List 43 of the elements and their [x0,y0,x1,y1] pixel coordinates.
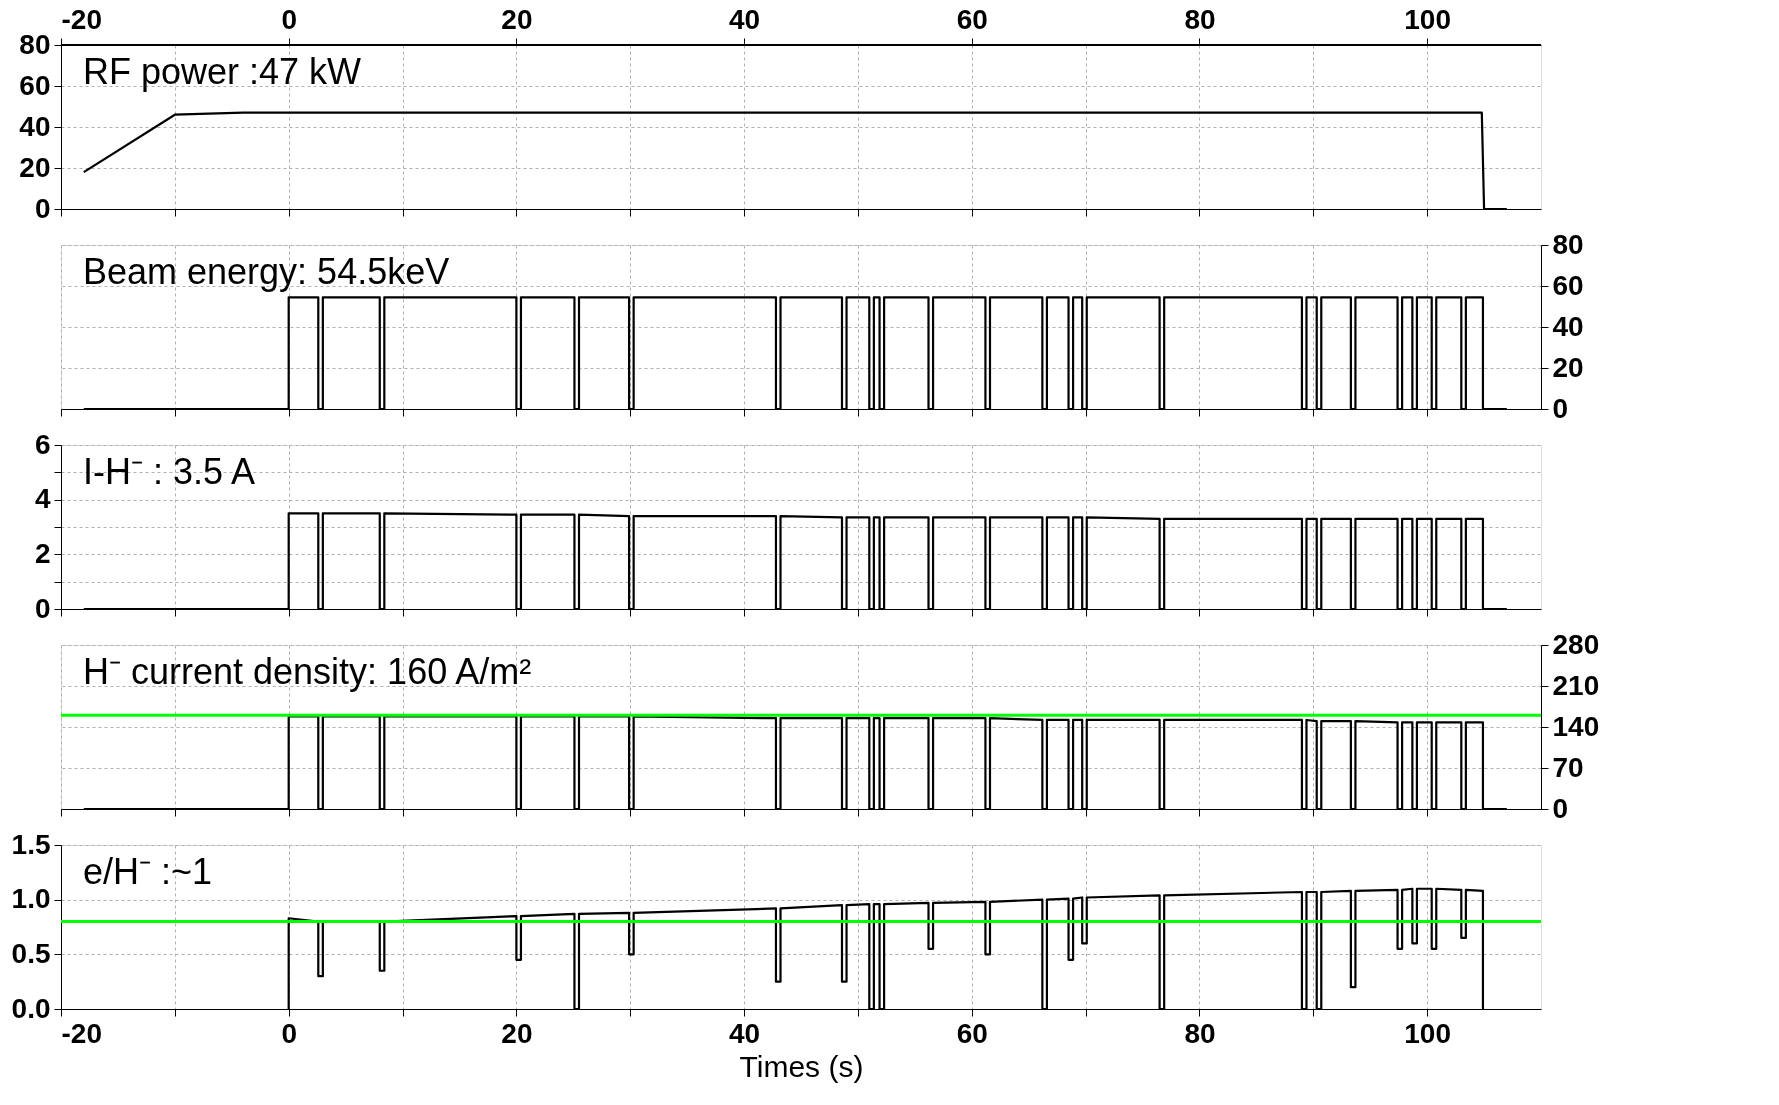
y-tick-label: 1.0 [11,883,51,915]
y-tick-label: 0 [34,192,51,224]
annotation: H⁻ current density: 160 A/m² [83,651,532,692]
x-tick-label: 20 [501,1017,533,1049]
y2-tick-label: 0 [1552,392,1569,424]
annotation: Beam energy: 54.5keV [83,251,450,292]
y2-tick-label: 40 [1552,310,1584,342]
x-tick-label: 60 [956,1017,988,1049]
y-tick-label: 0.5 [11,937,51,969]
y-tick-label: 40 [19,110,51,142]
y-tick-label: 4 [34,483,51,515]
y2-tick-label: 60 [1552,269,1584,301]
x-tick-label: 80 [1184,1017,1216,1049]
x2-tick-label: 40 [729,3,761,35]
y2-tick-label: 70 [1552,751,1584,783]
y2-tick-label: 80 [1552,228,1584,260]
x-tick-label: 100 [1404,1017,1452,1049]
y-tick-label: 1.5 [11,828,51,860]
x-tick-label: -20 [61,1017,102,1049]
y-tick-label: 20 [19,151,51,183]
annotation: I-H⁻ : 3.5 A [83,451,256,492]
x-tick-label: 0 [281,1017,297,1049]
annotation: e/H⁻ :~1 [83,851,213,892]
y-tick-label: 0.0 [11,992,51,1024]
y2-tick-label: 280 [1552,628,1600,660]
x2-tick-label: 0 [281,3,297,35]
y2-tick-label: 210 [1552,669,1600,701]
x2-tick-label: 20 [501,3,533,35]
x2-tick-label: 80 [1184,3,1216,35]
y-tick-label: 60 [19,69,51,101]
y2-tick-label: 140 [1552,710,1600,742]
y-tick-label: 2 [34,537,51,569]
y-tick-label: 80 [19,28,51,60]
x-axis-title: Times (s) [739,1049,864,1083]
y2-tick-label: 20 [1552,351,1584,383]
x2-tick-label: 60 [956,3,988,35]
y-tick-label: 0 [34,592,51,624]
y-tick-label: 6 [34,428,51,460]
x2-tick-label: 100 [1404,3,1452,35]
y2-tick-label: 0 [1552,792,1569,824]
x2-tick-label: -20 [61,3,102,35]
x-tick-label: 40 [729,1017,761,1049]
annotation: RF power :47 kW [83,51,362,92]
